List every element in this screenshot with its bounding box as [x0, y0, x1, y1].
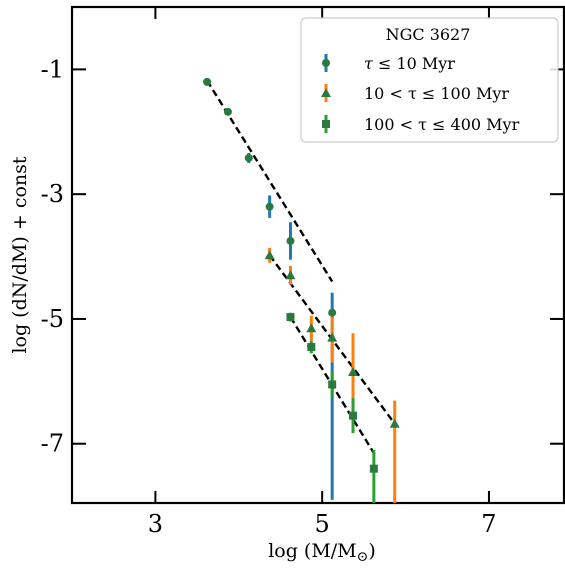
data-point [369, 464, 378, 473]
data-point [286, 313, 295, 322]
legend-label: 10 < τ ≤ 100 Myr [364, 84, 509, 103]
data-point [285, 270, 296, 280]
data-point [348, 366, 359, 376]
data-point [264, 250, 275, 260]
data-point [389, 418, 400, 428]
legend-marker [322, 59, 330, 67]
legend-marker [321, 88, 331, 97]
y-tick-label: -3 [41, 180, 64, 208]
data-point [244, 153, 253, 162]
y-tick-label: -5 [41, 305, 64, 333]
legend-label: τ ≤ 10 Myr [364, 54, 455, 73]
y-axis-label: log (dN/dM) + const [9, 156, 31, 353]
x-tick-label: 7 [481, 510, 496, 538]
x-tick-label: 5 [315, 510, 330, 538]
legend-box [300, 17, 559, 143]
legend-title: NGC 3627 [386, 25, 471, 44]
data-point [327, 332, 338, 342]
legend-marker [322, 120, 330, 128]
x-axis-label: log (M/M⊙) [268, 540, 376, 565]
legend-entries: τ ≤ 10 Myr 10 < τ ≤ 100 Myr 100 < τ ≤ 400 … [321, 54, 520, 134]
data-point [307, 343, 316, 352]
data-point [306, 323, 317, 333]
data-point [328, 308, 337, 317]
y-tick-label: -7 [41, 430, 64, 458]
data-point [203, 77, 212, 86]
markers-group [203, 77, 400, 473]
ticks-group: 3 5 7 -1 -3 -5 -7 [41, 7, 564, 538]
data-point [328, 380, 337, 389]
x-tick-label: 3 [148, 510, 163, 538]
data-point [265, 202, 274, 211]
legend-label: 100 < τ ≤ 400 Myr [364, 115, 520, 134]
y-tick-label: -1 [41, 55, 64, 83]
data-point [349, 411, 358, 420]
data-point [286, 236, 295, 245]
plot-frame [70, 5, 565, 505]
legend: NGC 3627 τ ≤ 10 Myr 10 < τ ≤ 100 Myr 100 <… [300, 17, 559, 143]
data-point [223, 107, 232, 116]
errorbars-group [205, 79, 397, 503]
